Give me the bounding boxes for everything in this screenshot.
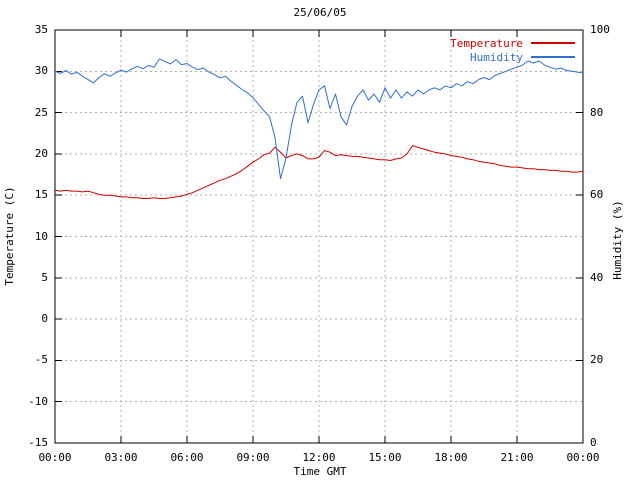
x-tick-label: 12:00 [302,451,336,464]
legend-swatch-temperature [531,42,575,44]
legend-item-humidity: Humidity [0,50,575,64]
y-left-tick-label: 25 [34,105,48,119]
x-tick-label: 15:00 [368,451,402,464]
humidity-line [54,58,584,180]
y-left-tick-label: 30 [34,64,48,78]
y-left-tick-label: 10 [34,229,48,243]
x-tick-label: 00:00 [566,451,600,464]
x-axis-label: Time GMT [293,465,347,478]
legend-swatch-humidity [531,56,575,58]
y-right-tick-label: 0 [590,436,597,449]
y-left-tick-label: 0 [41,312,48,326]
y-right-tick-label: 20 [590,353,604,367]
y-left-tick-label: 35 [34,23,48,36]
chart-title: 25/06/05 [293,6,347,19]
y-left-tick-label: -5 [34,353,48,367]
y-right-tick-label: 40 [590,270,604,284]
x-tick-label: 03:00 [104,451,138,464]
x-tick-label: 18:00 [434,451,468,464]
x-tick-label: 06:00 [170,451,204,464]
y-left-tick-label: 20 [34,146,48,160]
temperature-line [54,145,584,199]
x-tick-label: 09:00 [236,451,270,464]
legend-label-temperature: Temperature [450,36,523,50]
y-left-tick-label: 15 [34,188,48,202]
y-right-tick-label: 80 [590,105,604,119]
y-right-tick-label: 60 [590,188,604,202]
y-right-tick-label: 100 [590,23,610,36]
legend-item-temperature: Temperature [0,36,575,50]
legend-label-humidity: Humidity [470,50,523,64]
y-left-tick-label: 5 [41,270,48,284]
y-left-tick-label: -10 [28,394,48,408]
y-left-tick-label: -15 [28,436,48,449]
x-tick-label: 21:00 [500,451,534,464]
legend: Temperature Humidity [0,36,575,64]
x-tick-label: 00:00 [38,451,72,464]
